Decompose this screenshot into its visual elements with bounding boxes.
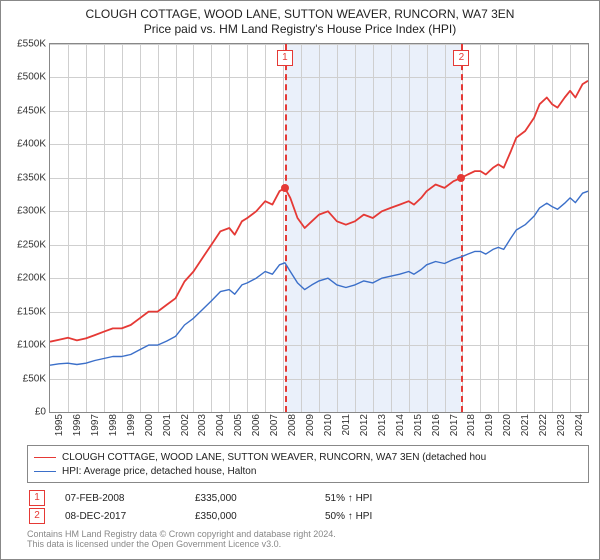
y-tick-label: £500K [6,72,46,83]
x-tick-label: 2013 [377,414,388,436]
title-line-2: Price paid vs. HM Land Registry's House … [1,22,599,36]
x-tick-label: 2004 [215,414,226,436]
y-tick-label: £150K [6,306,46,317]
sale-row-date: 08-DEC-2017 [65,511,195,522]
sale-marker-2: 2 [453,50,469,66]
sale-row-price: £350,000 [195,511,325,522]
sale-dot-1 [281,184,289,192]
sale-row-date: 07-FEB-2008 [65,493,195,504]
sale-row-1: 1 07-FEB-2008£335,00051% ↑ HPI [29,489,589,507]
footer-line-2: This data is licensed under the Open Gov… [27,539,589,549]
x-tick-label: 2021 [520,414,531,436]
sale-row-pct: 50% ↑ HPI [325,511,445,522]
x-tick-label: 2011 [341,414,352,436]
x-tick-label: 1996 [72,414,83,436]
y-tick-label: £300K [6,206,46,217]
x-tick-label: 2003 [197,414,208,436]
sale-row-2: 2 08-DEC-2017£350,00050% ↑ HPI [29,507,589,525]
sale-row-pct: 51% ↑ HPI [325,493,445,504]
x-tick-label: 1995 [54,414,65,436]
x-tick-label: 2024 [574,414,585,436]
x-tick-label: 2009 [305,414,316,436]
x-tick-label: 2002 [180,414,191,436]
x-tick-label: 2022 [538,414,549,436]
sale-marker-1: 1 [277,50,293,66]
sale-row-price: £335,000 [195,493,325,504]
x-tick-label: 2017 [449,414,460,436]
footer-line-1: Contains HM Land Registry data © Crown c… [27,529,589,539]
x-tick-label: 2006 [251,414,262,436]
series-line-hpi [50,191,588,365]
sale-row-box: 1 [29,490,45,506]
legend-label: HPI: Average price, detached house, Halt… [62,466,256,477]
y-tick-label: £50K [6,373,46,384]
y-tick-label: £450K [6,105,46,116]
x-tick-label: 1997 [90,414,101,436]
series-svg [50,44,588,412]
x-tick-label: 2020 [502,414,513,436]
x-tick-label: 2005 [233,414,244,436]
legend-item-hpi: HPI: Average price, detached house, Halt… [34,464,582,478]
y-tick-label: £400K [6,139,46,150]
legend-item-property: CLOUGH COTTAGE, WOOD LANE, SUTTON WEAVER… [34,450,582,464]
y-tick-label: £250K [6,239,46,250]
x-tick-label: 1999 [126,414,137,436]
legend-swatch [34,457,56,458]
x-tick-label: 2008 [287,414,298,436]
x-tick-label: 1998 [108,414,119,436]
sales-table: 1 07-FEB-2008£335,00051% ↑ HPI 2 08-DEC-201… [29,489,589,525]
x-tick-label: 2000 [144,414,155,436]
legend-label: CLOUGH COTTAGE, WOOD LANE, SUTTON WEAVER… [62,452,486,463]
legend-swatch [34,471,56,472]
x-tick-label: 2001 [162,414,173,436]
series-line-property [50,81,588,342]
sale-row-box: 2 [29,508,45,524]
legend-box: CLOUGH COTTAGE, WOOD LANE, SUTTON WEAVER… [27,445,589,483]
x-tick-label: 2019 [484,414,495,436]
x-tick-label: 2010 [323,414,334,436]
x-tick-label: 2012 [359,414,370,436]
x-tick-label: 2016 [431,414,442,436]
x-tick-label: 2018 [466,414,477,436]
x-tick-label: 2014 [395,414,406,436]
chart-plot-area: £0£50K£100K£150K£200K£250K£300K£350K£400… [49,43,589,413]
y-tick-label: £200K [6,273,46,284]
y-tick-label: £100K [6,340,46,351]
y-tick-label: £350K [6,172,46,183]
x-tick-label: 2023 [556,414,567,436]
x-tick-label: 2015 [413,414,424,436]
sale-dot-2 [457,174,465,182]
y-tick-label: £0 [6,407,46,418]
title-line-1: CLOUGH COTTAGE, WOOD LANE, SUTTON WEAVER… [1,7,599,21]
y-tick-label: £550K [6,39,46,50]
x-tick-label: 2007 [269,414,280,436]
